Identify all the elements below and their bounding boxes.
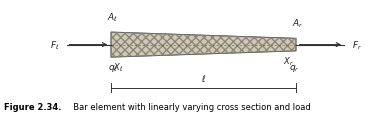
Polygon shape (111, 33, 296, 58)
Text: Figure 2.34.: Figure 2.34. (4, 102, 61, 111)
Text: Bar element with linearly varying cross section and load: Bar element with linearly varying cross … (68, 102, 311, 111)
Text: $q_\ell$: $q_\ell$ (108, 63, 118, 73)
Text: $A_\ell$: $A_\ell$ (107, 11, 118, 24)
Text: $\ell$: $\ell$ (201, 73, 206, 84)
Text: $F_r$: $F_r$ (352, 39, 361, 51)
Text: $X_r$: $X_r$ (283, 55, 294, 67)
Text: $X_\ell$: $X_\ell$ (113, 61, 123, 73)
Text: $A_r$: $A_r$ (292, 18, 304, 30)
Text: $F_\ell$: $F_\ell$ (50, 39, 59, 51)
Text: $q_r$: $q_r$ (289, 63, 299, 73)
